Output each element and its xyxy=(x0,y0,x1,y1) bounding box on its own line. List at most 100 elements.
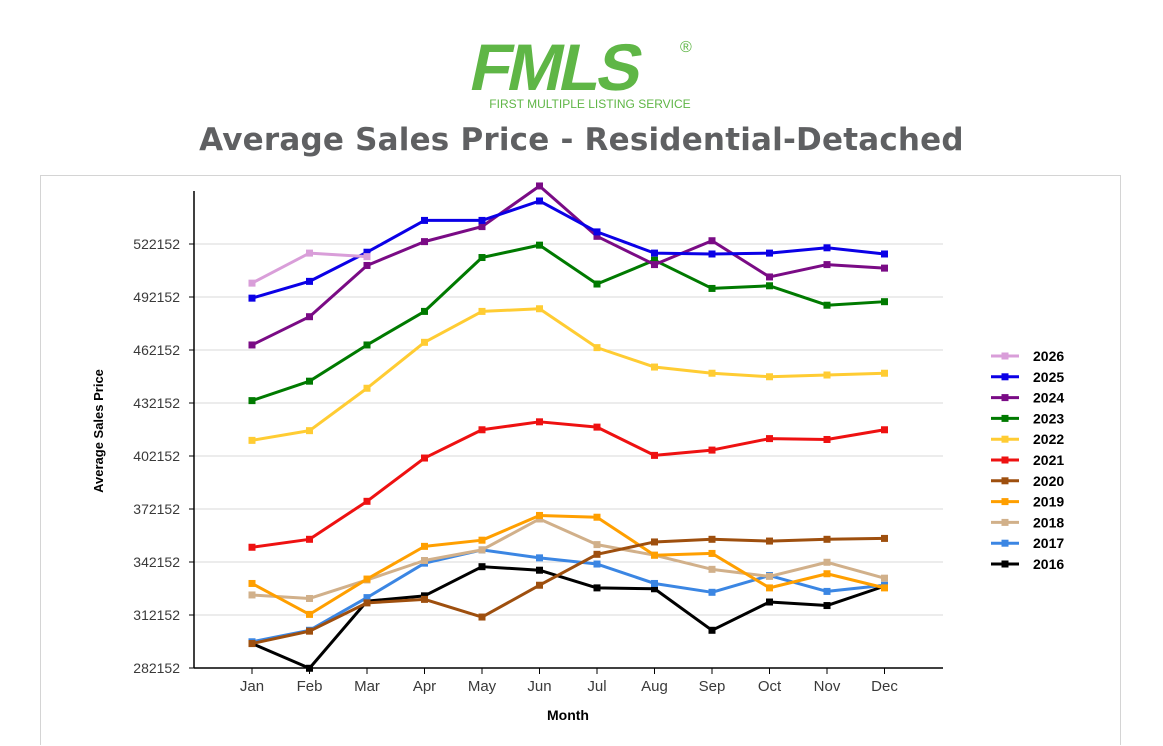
series-line-2024 xyxy=(251,184,885,347)
data-point-2016 xyxy=(651,585,658,593)
data-point-2020 xyxy=(593,550,601,558)
data-point-2025 xyxy=(823,244,831,252)
data-point-2022 xyxy=(593,344,601,352)
data-point-2023 xyxy=(421,307,428,315)
fmls-logo-graphic: FMLS ® FIRST MULTIPLE LISTING SERVICE xyxy=(464,32,692,113)
legend-item-2019[interactable]: 2019 xyxy=(991,494,1064,510)
legend-label: 2016 xyxy=(1033,556,1064,572)
data-point-2017 xyxy=(708,588,716,596)
data-point-2025 xyxy=(248,294,256,302)
data-point-2021 xyxy=(708,446,716,454)
data-point-2024 xyxy=(248,341,256,349)
data-point-2022 xyxy=(248,436,256,444)
data-point-2018 xyxy=(881,574,888,582)
data-point-2025 xyxy=(363,248,371,256)
data-point-2018 xyxy=(708,565,716,573)
legend-item-2016[interactable]: 2016 xyxy=(991,556,1064,572)
legend[interactable]: 2026 2025 2024 2023 2022 2021 2020 2019 2018 2017… xyxy=(991,348,1064,572)
legend-item-2023[interactable]: 2023 xyxy=(991,410,1064,426)
data-point-2023 xyxy=(306,377,313,385)
data-point-2021 xyxy=(478,426,486,434)
series-2020 xyxy=(248,534,888,648)
legend-label: 2023 xyxy=(1033,410,1064,426)
logo-registered-mark: ® xyxy=(680,39,692,56)
y-tick-label: 312152 xyxy=(133,607,180,623)
fmls-logo: FMLS ® FIRST MULTIPLE LISTING SERVICE xyxy=(0,30,1163,115)
data-point-2025 xyxy=(708,250,716,258)
legend-item-2025[interactable]: 2025 xyxy=(991,369,1064,385)
series-line-2020 xyxy=(251,536,885,646)
x-tick-label: Jun xyxy=(527,678,551,695)
legend-item-2017[interactable]: 2017 xyxy=(991,535,1064,551)
data-point-2024 xyxy=(823,261,831,269)
legend-label: 2021 xyxy=(1033,452,1064,468)
legend-item-2021[interactable]: 2021 xyxy=(991,452,1064,468)
series-2024 xyxy=(248,182,888,349)
data-point-2023 xyxy=(248,397,256,405)
legend-item-2022[interactable]: 2022 xyxy=(991,431,1064,447)
legend-label: 2017 xyxy=(1033,535,1064,551)
series-line-2022 xyxy=(251,307,885,442)
data-point-2022 xyxy=(536,305,543,313)
legend-item-2020[interactable]: 2020 xyxy=(991,473,1064,489)
data-point-2020 xyxy=(363,599,371,607)
data-point-2016 xyxy=(708,626,716,634)
x-tick-label: Sep xyxy=(699,678,726,695)
legend-label: 2026 xyxy=(1033,348,1064,364)
data-point-2022 xyxy=(823,371,831,379)
legend-item-2018[interactable]: 2018 xyxy=(991,514,1064,530)
data-point-2016 xyxy=(766,598,773,606)
y-axis-label: Average Sales Price xyxy=(91,369,106,493)
legend-item-2026[interactable]: 2026 xyxy=(991,348,1064,364)
series-2026 xyxy=(248,249,371,287)
data-point-2025 xyxy=(478,216,486,224)
data-point-2017 xyxy=(593,560,601,568)
data-point-2026 xyxy=(306,249,313,257)
data-point-2022 xyxy=(306,427,313,435)
axes xyxy=(193,191,943,669)
y-tick-label: 342152 xyxy=(133,554,180,570)
series-line-2021 xyxy=(251,420,885,549)
data-point-2022 xyxy=(478,307,486,315)
y-tick-label: 402152 xyxy=(133,448,180,464)
data-point-2021 xyxy=(363,497,371,505)
data-point-2019 xyxy=(421,542,428,550)
data-point-2022 xyxy=(766,373,773,381)
data-point-2021 xyxy=(421,454,428,462)
data-point-2019 xyxy=(823,570,831,578)
data-point-2020 xyxy=(881,534,888,542)
data-point-2024 xyxy=(478,223,486,231)
data-point-2023 xyxy=(363,341,371,349)
y-tick-label: 372152 xyxy=(133,501,180,517)
data-point-2023 xyxy=(766,282,773,290)
data-point-2019 xyxy=(766,584,773,592)
data-point-2018 xyxy=(421,557,428,565)
data-point-2019 xyxy=(363,575,371,583)
series-2022 xyxy=(248,305,888,444)
x-tick-label: May xyxy=(468,678,497,695)
data-point-2020 xyxy=(536,581,543,589)
data-point-2019 xyxy=(593,513,601,521)
series-2021 xyxy=(248,418,888,551)
data-point-2020 xyxy=(708,535,716,543)
data-point-2019 xyxy=(708,549,716,557)
data-point-2020 xyxy=(766,537,773,545)
data-point-2026 xyxy=(363,253,371,261)
data-point-2018 xyxy=(306,594,313,602)
data-point-2023 xyxy=(881,298,888,306)
data-point-2021 xyxy=(248,543,256,551)
chart-frame: 282152 312152 342152 372152 402152 432152 4621… xyxy=(40,175,1121,745)
data-point-2024 xyxy=(593,232,601,240)
series-line-2023 xyxy=(251,243,885,403)
data-point-2022 xyxy=(881,369,888,377)
data-point-2021 xyxy=(881,426,888,434)
legend-label: 2025 xyxy=(1033,369,1064,385)
x-tick-label: Mar xyxy=(354,678,380,695)
data-point-2025 xyxy=(766,249,773,257)
data-point-2018 xyxy=(766,572,773,580)
legend-item-2024[interactable]: 2024 xyxy=(991,390,1064,406)
line-chart: 282152 312152 342152 372152 402152 432152 4621… xyxy=(91,182,1064,723)
data-point-2025 xyxy=(536,197,543,205)
data-point-2025 xyxy=(881,250,888,258)
page-title: Average Sales Price - Residential-Detach… xyxy=(199,122,964,158)
